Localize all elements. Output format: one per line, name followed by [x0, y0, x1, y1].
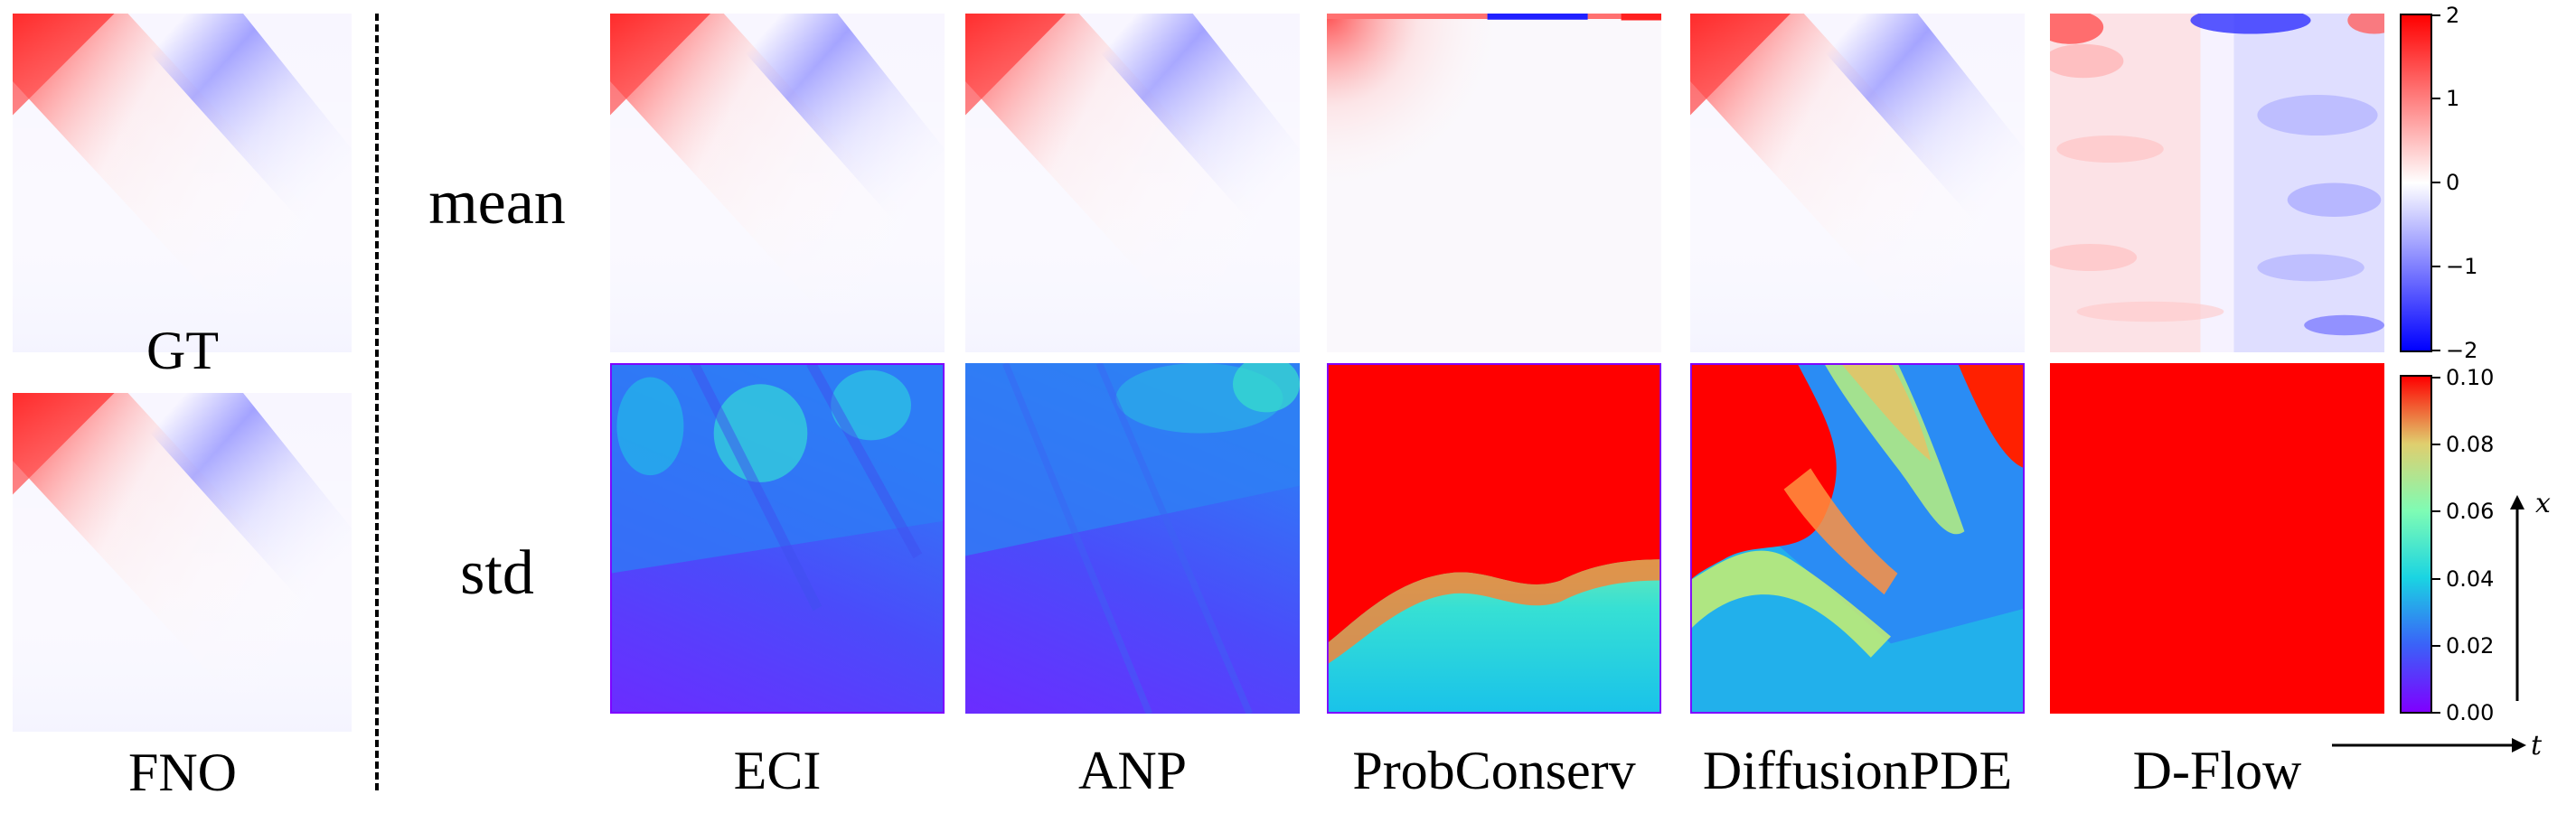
std-tick-label: 0.04	[2446, 566, 2495, 592]
mean-tick-label: −1	[2446, 254, 2478, 279]
method-label-probconserv: ProbConserv	[1352, 741, 1636, 800]
std-tick	[2432, 510, 2440, 512]
method-label-dflow: D-Flow	[2132, 741, 2302, 800]
mean-tick-label: 2	[2446, 3, 2460, 28]
t-axis-arrow	[2332, 738, 2526, 752]
std-colorbar	[2400, 375, 2432, 714]
mean-heatmap-dflow	[2050, 14, 2384, 352]
method-label-eci: ECI	[733, 741, 822, 800]
std-tick-label: 0.02	[2446, 633, 2495, 659]
fno-heatmap	[13, 393, 352, 732]
gt-heatmap	[13, 14, 352, 352]
mean-tick-label: 1	[2446, 86, 2460, 111]
std-tick-label: 0.08	[2446, 432, 2495, 457]
std-heatmap-dflow	[2050, 363, 2384, 714]
row-label-std: std	[460, 538, 534, 608]
gt-label: GT	[146, 321, 219, 380]
mean-tick	[2432, 182, 2440, 183]
mean-tick	[2432, 14, 2440, 16]
t-axis-label: t	[2531, 730, 2543, 762]
mean-tick-label: −2	[2446, 338, 2478, 363]
std-tick	[2432, 645, 2440, 647]
std-heatmap-eci	[610, 363, 945, 714]
std-tick	[2432, 444, 2440, 445]
mean-heatmap-diffusionpde	[1690, 14, 2025, 352]
mean-tick-label: 0	[2446, 170, 2460, 195]
std-tick-label: 0.06	[2446, 499, 2495, 524]
fno-label: FNO	[127, 743, 238, 802]
dashed-divider	[375, 14, 379, 790]
x-axis-label: x	[2535, 488, 2551, 519]
mean-tick	[2432, 98, 2440, 99]
mean-tick	[2432, 350, 2440, 351]
mean-heatmap-probconserv	[1327, 14, 1661, 352]
method-label-diffusionpde: DiffusionPDE	[1702, 741, 2013, 800]
std-heatmap-anp	[965, 363, 1300, 714]
method-label-anp: ANP	[1077, 741, 1188, 800]
std-tick	[2432, 712, 2440, 714]
std-tick-label: 0.10	[2446, 365, 2495, 390]
mean-tick	[2432, 266, 2440, 267]
mean-colorbar	[2400, 14, 2432, 352]
row-label-mean: mean	[428, 168, 566, 238]
std-tick-label: 0.00	[2446, 700, 2495, 725]
std-tick	[2432, 377, 2440, 378]
std-tick	[2432, 578, 2440, 580]
x-axis-arrow	[2510, 495, 2524, 701]
mean-heatmap-eci	[610, 14, 945, 352]
std-heatmap-diffusionpde	[1690, 363, 2025, 714]
mean-heatmap-anp	[965, 14, 1300, 352]
std-heatmap-probconserv	[1327, 363, 1661, 714]
